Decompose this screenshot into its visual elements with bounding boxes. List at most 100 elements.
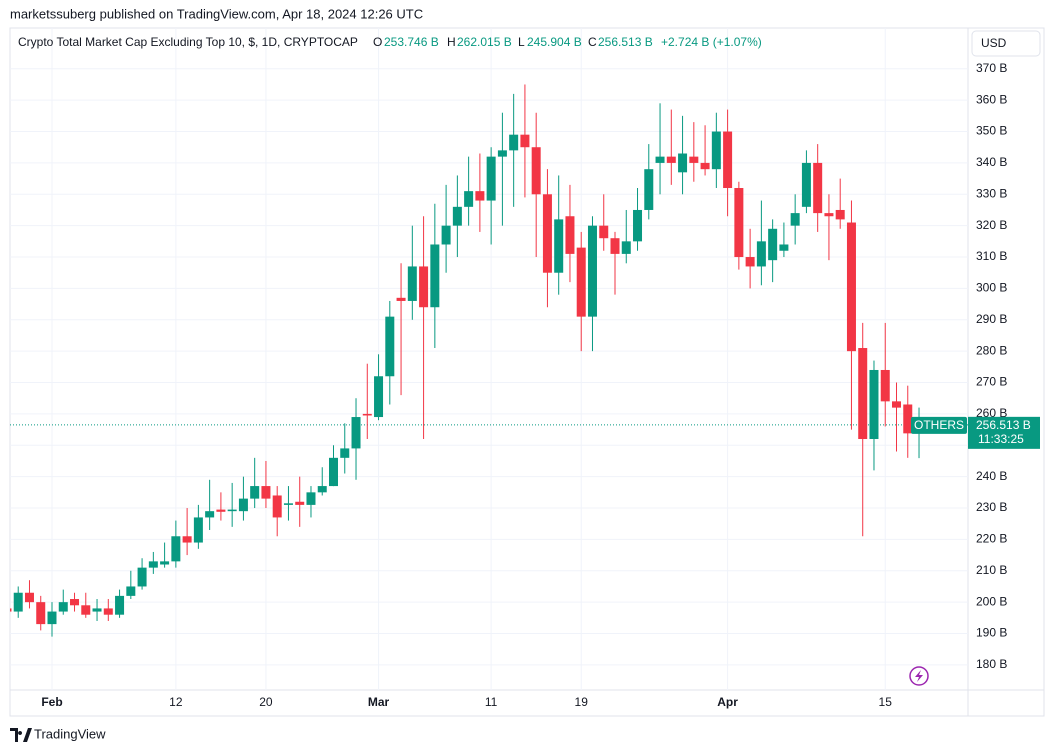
candle-body [678,153,688,173]
candle-body [610,238,620,254]
brand: TradingView [34,726,106,741]
x-tick-label: 19 [575,695,589,709]
candle-body [385,316,395,377]
candle-body [880,369,890,402]
x-tick-label: 15 [879,695,893,709]
candle-body [193,517,203,543]
candle-body [497,150,507,157]
grid [10,28,968,690]
brand-logo [10,728,32,742]
low-value: 245.904 B [527,35,582,49]
y-tick-label: 300 B [976,281,1007,295]
candle-body [430,244,440,308]
candle-body [689,156,699,163]
candle-body [407,266,417,301]
candle-body [813,162,823,214]
x-tick-label: 20 [259,695,273,709]
candle-body [261,486,271,499]
candle-body [531,147,541,195]
y-tick-label: 370 B [976,61,1007,75]
y-tick-label: 270 B [976,375,1007,389]
candle-body [756,241,766,267]
events-bolt [915,670,923,682]
currency[interactable]: USD [981,36,1007,50]
candle-body [306,492,316,505]
candle-body [666,156,676,163]
candle-body [734,188,744,258]
candle-body [81,605,91,615]
symbol-tag [911,416,967,434]
candle-body [10,608,12,612]
y-tick-label: 190 B [976,626,1007,640]
legend-header: Crypto Total Market Cap Excluding Top 10… [18,35,762,49]
x-tick-label: Apr [717,695,738,709]
x-tick-label: Feb [41,695,62,709]
candle-body [745,257,755,267]
candle-body [824,213,834,217]
y-tick-label: 240 B [976,469,1007,483]
candle-body [272,495,282,518]
y-tick-label: 320 B [976,218,1007,232]
candles [10,84,968,637]
candle-body [779,244,789,251]
candle-body [340,448,350,458]
y-tick-label: 340 B [976,155,1007,169]
candle-body [835,209,845,220]
chart-title: Crypto Total Market Cap Excluding Top 10… [18,35,358,49]
candle-body [137,567,147,587]
candle-body [205,511,215,518]
candle-body [464,191,474,207]
candle-body [238,498,248,512]
candle-body [216,509,226,512]
candle-body [576,247,586,317]
candle-body [903,404,913,434]
y-tick-label: 180 B [976,657,1007,671]
candle-body [13,592,23,612]
candle-body [846,222,856,352]
candle-body [329,457,338,487]
y-tick-label: 360 B [976,92,1007,106]
open-value: 253.746 B [384,35,439,49]
candle-body [58,602,68,612]
low-label: L [518,35,525,49]
y-tick-label: 260 B [976,406,1007,420]
close-label: C [588,35,597,49]
candle-body [520,134,530,148]
candle-body [452,206,462,226]
y-tick-label: 310 B [976,249,1007,263]
candle-body [351,417,361,449]
candle-body [317,486,327,493]
candle-body [362,413,372,416]
y-tick-label: 230 B [976,500,1007,514]
events-icon[interactable] [909,666,929,686]
close-value: 256.513 B [598,35,653,49]
candle-body [115,595,125,615]
y-tick-label: 200 B [976,594,1007,608]
candle-body [70,599,80,606]
y-tick-label: 210 B [976,563,1007,577]
candle-body [283,503,293,505]
candle-body [295,501,305,505]
candle-body [700,162,710,170]
x-tick-label: Mar [368,695,390,709]
currency-button[interactable] [971,30,1041,57]
open-label: O [373,35,382,49]
candle-body [227,509,237,512]
candle-body [633,209,643,242]
candle-body [542,194,552,273]
candle-body [621,241,631,254]
candle-body [655,156,665,163]
high-label: H [447,35,456,49]
candle-body [36,602,46,625]
candle-body [475,191,485,201]
x-tick-label: 12 [169,695,183,709]
candle-body [92,608,102,612]
candle-body [599,225,609,239]
candle-body [565,216,575,254]
candle-body [509,134,519,151]
candle-body [250,486,260,499]
candle-body [182,536,192,543]
candle-body [374,376,384,418]
